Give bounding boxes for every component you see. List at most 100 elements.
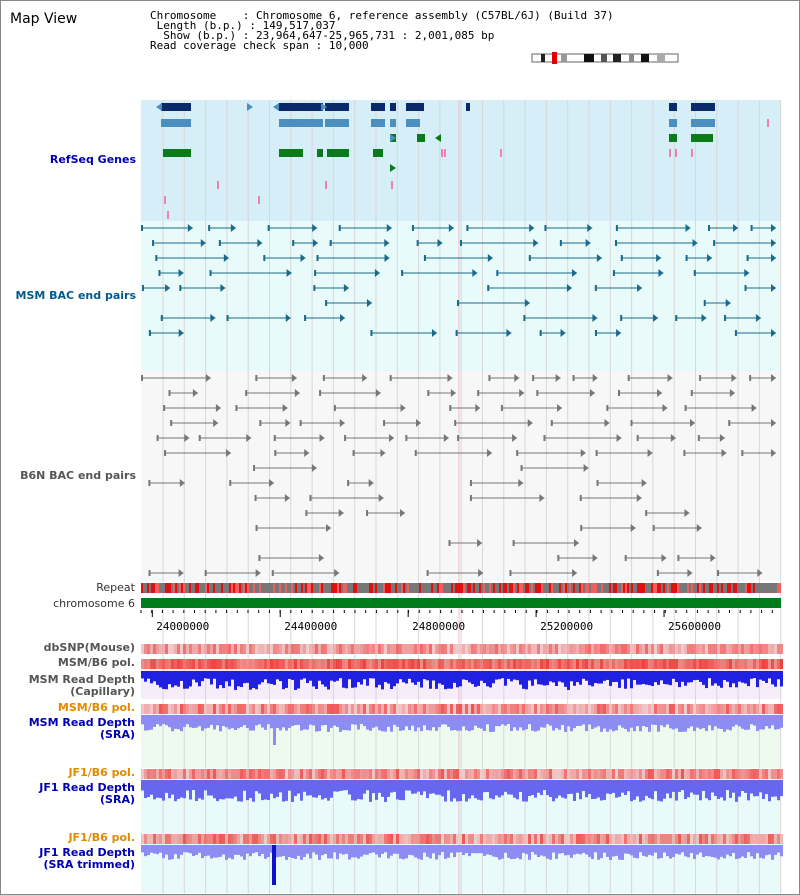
depth-bar	[630, 715, 633, 728]
msm-bac-pair-end	[285, 314, 291, 322]
polymorphism-cell	[459, 644, 462, 654]
polymorphism-cell	[324, 769, 327, 779]
polymorphism-cell	[618, 704, 621, 714]
depth-bar	[549, 845, 552, 860]
polymorphism-cell	[270, 834, 273, 844]
polymorphism-cell	[291, 704, 294, 714]
depth-bar	[315, 780, 318, 798]
polymorphism-cell	[663, 769, 666, 779]
depth-bar	[240, 845, 243, 857]
polymorphism-cell	[768, 834, 771, 844]
polymorphism-cell	[330, 769, 333, 779]
depth-bar	[720, 845, 723, 857]
polymorphism-cell	[750, 769, 753, 779]
polymorphism-cell	[384, 834, 387, 844]
b6n-bac-pair-end	[255, 569, 261, 577]
depth-bar	[714, 671, 717, 684]
polymorphism-cell	[153, 659, 156, 669]
b6n-bac-pair-end	[580, 525, 583, 531]
polymorphism-cell	[771, 834, 774, 844]
depth-bar	[447, 845, 450, 858]
b6n-bac-pair-end	[579, 495, 582, 501]
gene-mark-pink	[391, 181, 393, 189]
b6n-bac-pair-end	[536, 390, 539, 396]
depth-bar	[234, 715, 237, 731]
depth-bar	[432, 845, 435, 854]
polymorphism-cell	[696, 769, 699, 779]
polymorphism-cell	[252, 644, 255, 654]
polymorphism-cell	[372, 644, 375, 654]
depth-bar	[585, 671, 588, 681]
polymorphism-cell	[465, 659, 468, 669]
depth-bar	[303, 780, 306, 792]
depth-bar	[537, 845, 540, 858]
polymorphism-cell	[765, 834, 768, 844]
polymorphism-cell	[159, 659, 162, 669]
polymorphism-cell	[585, 834, 588, 844]
polymorphism-cell	[285, 834, 288, 844]
polymorphism-cell	[387, 659, 390, 669]
depth-bar	[651, 780, 654, 800]
depth-bar	[507, 715, 510, 725]
depth-bar	[585, 845, 588, 855]
polymorphism-cell	[300, 704, 303, 714]
depth-bar	[711, 780, 714, 793]
depth-bar	[297, 845, 300, 856]
depth-bar	[567, 671, 570, 690]
depth-bar	[507, 671, 510, 679]
b6n-bac-pair-end	[253, 465, 256, 471]
polymorphism-cell	[702, 704, 705, 714]
polymorphism-cell	[399, 834, 402, 844]
depth-bar	[441, 671, 444, 685]
b6n-bac-pair-end	[667, 374, 673, 382]
polymorphism-cell	[474, 659, 477, 669]
polymorphism-cell	[573, 659, 576, 669]
polymorphism-cell	[675, 769, 678, 779]
depth-bar	[168, 671, 171, 685]
polymorphism-cell	[423, 704, 426, 714]
depth-bar	[549, 715, 552, 726]
b6n-bac-pair-end	[509, 570, 512, 576]
depth-bar	[756, 671, 759, 688]
b6n-bac-pair-end	[677, 555, 680, 561]
polymorphism-cell	[282, 834, 285, 844]
polymorphism-cell	[195, 769, 198, 779]
depth-bar	[264, 845, 267, 859]
polymorphism-cell	[378, 704, 381, 714]
b6n-bac-pair-end	[771, 374, 776, 382]
polymorphism-cell	[771, 644, 774, 654]
polymorphism-cell	[432, 659, 435, 669]
depth-bar	[561, 715, 564, 726]
depth-bar	[321, 715, 324, 726]
polymorphism-cell	[384, 704, 387, 714]
polymorphism-cell	[624, 704, 627, 714]
polymorphism-cell	[204, 834, 207, 844]
polymorphism-cell	[438, 769, 441, 779]
polymorphism-cell	[402, 644, 405, 654]
polymorphism-cell	[687, 769, 690, 779]
b6n-bac-pair-end	[641, 479, 647, 487]
msm-bac-pair-end	[300, 254, 306, 262]
polymorphism-cell	[486, 834, 489, 844]
polymorphism-cell	[618, 834, 621, 844]
repeat-mark	[587, 583, 589, 593]
depth-bar	[534, 671, 537, 680]
polymorphism-cell	[639, 704, 642, 714]
depth-bar	[549, 780, 552, 798]
depth-bar	[564, 780, 567, 799]
depth-bar	[693, 671, 696, 681]
repeat-mark	[581, 583, 583, 593]
track-label-repeat: Repeat	[96, 581, 135, 594]
polymorphism-cell	[696, 834, 699, 844]
polymorphism-cell	[324, 659, 327, 669]
polymorphism-cell	[522, 704, 525, 714]
polymorphism-cell	[729, 659, 732, 669]
repeat-mark	[469, 583, 471, 593]
polymorphism-cell	[780, 769, 783, 779]
repeat-mark	[591, 583, 593, 593]
depth-bar	[702, 671, 705, 685]
b6n-bac-pair-end	[347, 480, 350, 486]
msm-bac-pair-end	[286, 269, 292, 277]
depth-bar	[144, 715, 147, 731]
